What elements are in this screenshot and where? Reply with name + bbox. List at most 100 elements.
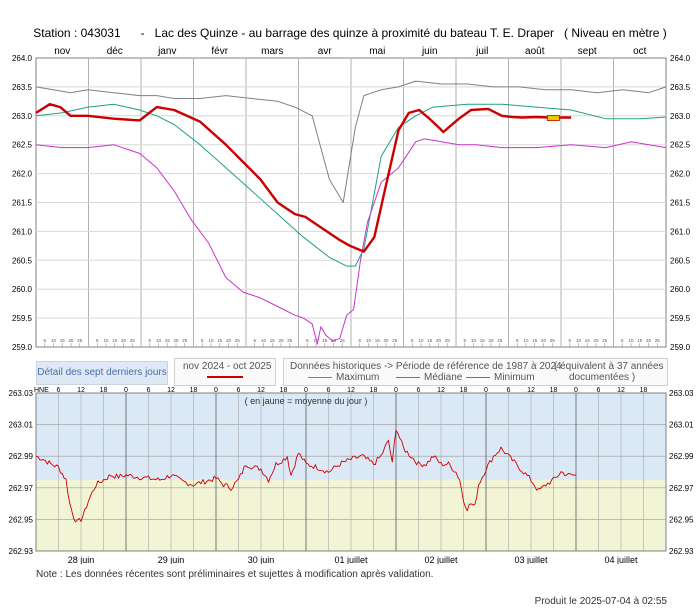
day-tick-label: 25 [392, 338, 398, 343]
hour-tick-26: 18 [640, 387, 648, 394]
day-tick-label: 25 [497, 338, 503, 343]
hour-tick-18: 18 [460, 387, 468, 394]
month-label-3: févr [211, 46, 228, 57]
detail-y-tick-left-2: 262.97 [9, 484, 34, 493]
month-label-11: oct [633, 46, 647, 57]
day-tick-label: 10 [366, 338, 372, 343]
legend-mediane-line [396, 377, 420, 378]
day-tick-label: 10 [261, 338, 267, 343]
month-label-2: janv [157, 46, 176, 57]
y-tick-right-3: 260.5 [670, 256, 691, 265]
day-tick-label: 15 [375, 338, 381, 343]
y-tick-right-8: 263.0 [670, 112, 691, 121]
legend-maximum-line [308, 377, 332, 378]
detail-y-tick-left-0: 262.93 [9, 547, 34, 556]
y-tick-left-3: 260.5 [12, 256, 33, 265]
day-tick-label: 10 [628, 338, 634, 343]
y-tick-right-7: 262.5 [670, 141, 691, 150]
month-label-1: déc [107, 46, 123, 57]
day-tick-label: 15 [532, 338, 538, 343]
day-tick-label: 10 [576, 338, 582, 343]
day-tick-label: 10 [156, 338, 162, 343]
day-tick-label: 20 [488, 338, 494, 343]
detail-y-tick-right-0: 262.93 [669, 547, 694, 556]
month-label-7: juin [421, 46, 438, 57]
detail-chart: 262.93 262.93 262.95 262.95 262.97 262.97 262.… [9, 387, 694, 564]
hour-tick-13: 12 [347, 387, 355, 394]
day-tick-label: 5 [96, 338, 99, 343]
day-tick-label: 20 [278, 338, 284, 343]
month-label-0: nov [54, 46, 70, 57]
day-tick-label: 25 [235, 338, 241, 343]
day-tick-label: 25 [130, 338, 136, 343]
day-tick-label: 15 [60, 338, 66, 343]
hour-tick-10: 18 [280, 387, 288, 394]
y-tick-left-5: 261.5 [12, 199, 33, 208]
day-tick-label: 15 [322, 338, 328, 343]
day-label-4: 02 juillet [424, 555, 458, 564]
series-line-minimum [35, 138, 667, 345]
hour-tick-8: 6 [237, 387, 241, 394]
detail-y-tick-left-4: 263.01 [9, 421, 34, 430]
day-label-6: 04 juillet [604, 555, 638, 564]
latest-value-marker [546, 115, 560, 121]
day-tick-label: 15 [165, 338, 171, 343]
hour-tick-25: 12 [617, 387, 625, 394]
y-tick-right-6: 262.0 [670, 170, 691, 179]
y-tick-right-4: 261.0 [670, 227, 691, 236]
day-tick-label: 15 [112, 338, 118, 343]
detail-plot-frame [35, 392, 667, 552]
day-tick-label: 5 [253, 338, 256, 343]
day-tick-label: 25 [655, 338, 661, 343]
day-tick-label: 10 [103, 338, 109, 343]
y-tick-right-9: 263.5 [670, 83, 691, 92]
hour-tick-0: 6 [57, 387, 61, 394]
day-tick-label: 20 [593, 338, 599, 343]
hour-tick-3: 0 [124, 387, 128, 394]
day-tick-label: 10 [418, 338, 424, 343]
month-label-4: mars [261, 46, 283, 57]
y-tick-left-9: 263.5 [12, 83, 33, 92]
hour-tick-17: 12 [437, 387, 445, 394]
chart-title: Station : 043031 - Lac des Quinze - au b… [33, 26, 667, 40]
y-tick-left-6: 262.0 [12, 170, 33, 179]
day-tick-label: 20 [436, 338, 442, 343]
day-tick-label: 5 [201, 338, 204, 343]
month-label-5: avr [318, 46, 333, 57]
y-tick-right-1: 259.5 [670, 314, 691, 323]
hour-tick-4: 6 [147, 387, 151, 394]
detail-annotation: ( en jaune = moyenne du jour ) [245, 396, 368, 406]
legend-equiv-label: ( équivalent à 37 années [554, 361, 664, 372]
day-tick-label: 15 [637, 338, 643, 343]
day-tick-label: 20 [646, 338, 652, 343]
hour-tick-11: 0 [304, 387, 308, 394]
day-tick-label: 20 [226, 338, 232, 343]
day-label-3: 01 juillet [334, 555, 368, 564]
day-tick-label: 5 [148, 338, 151, 343]
hour-tick-7: 0 [214, 387, 218, 394]
day-tick-label: 15 [270, 338, 276, 343]
footer-note: Note : Les données récentes sont prélimi… [36, 569, 434, 580]
detail-seven-days-button[interactable]: Détail des sept derniers jours [36, 361, 168, 385]
day-tick-label: 5 [411, 338, 414, 343]
legend-historical-box: Données historiques -> Période de référe… [283, 358, 668, 386]
station-label: Station : 043031 [33, 26, 121, 40]
hour-tick-9: 12 [257, 387, 265, 394]
day-tick-label: 15 [427, 338, 433, 343]
day-tick-label: 15 [585, 338, 591, 343]
day-tick-label: 15 [480, 338, 486, 343]
y-tick-right-10: 264.0 [670, 54, 691, 63]
hour-tick-16: 6 [417, 387, 421, 394]
y-tick-right-2: 260.0 [670, 285, 691, 294]
legend-documented-label: documentées ) [569, 372, 636, 383]
day-tick-label: 5 [358, 338, 361, 343]
day-tick-label: 10 [208, 338, 214, 343]
hour-tick-19: 0 [484, 387, 488, 394]
detail-trace-line [35, 429, 577, 523]
day-tick-label: 25 [287, 338, 293, 343]
day-tick-label: 5 [43, 338, 46, 343]
legend-mediane-label: Médiane [424, 372, 463, 383]
detail-y-tick-right-1: 262.95 [669, 515, 694, 524]
day-label-0: 28 juin [68, 555, 95, 564]
month-label-10: sept [578, 46, 597, 57]
